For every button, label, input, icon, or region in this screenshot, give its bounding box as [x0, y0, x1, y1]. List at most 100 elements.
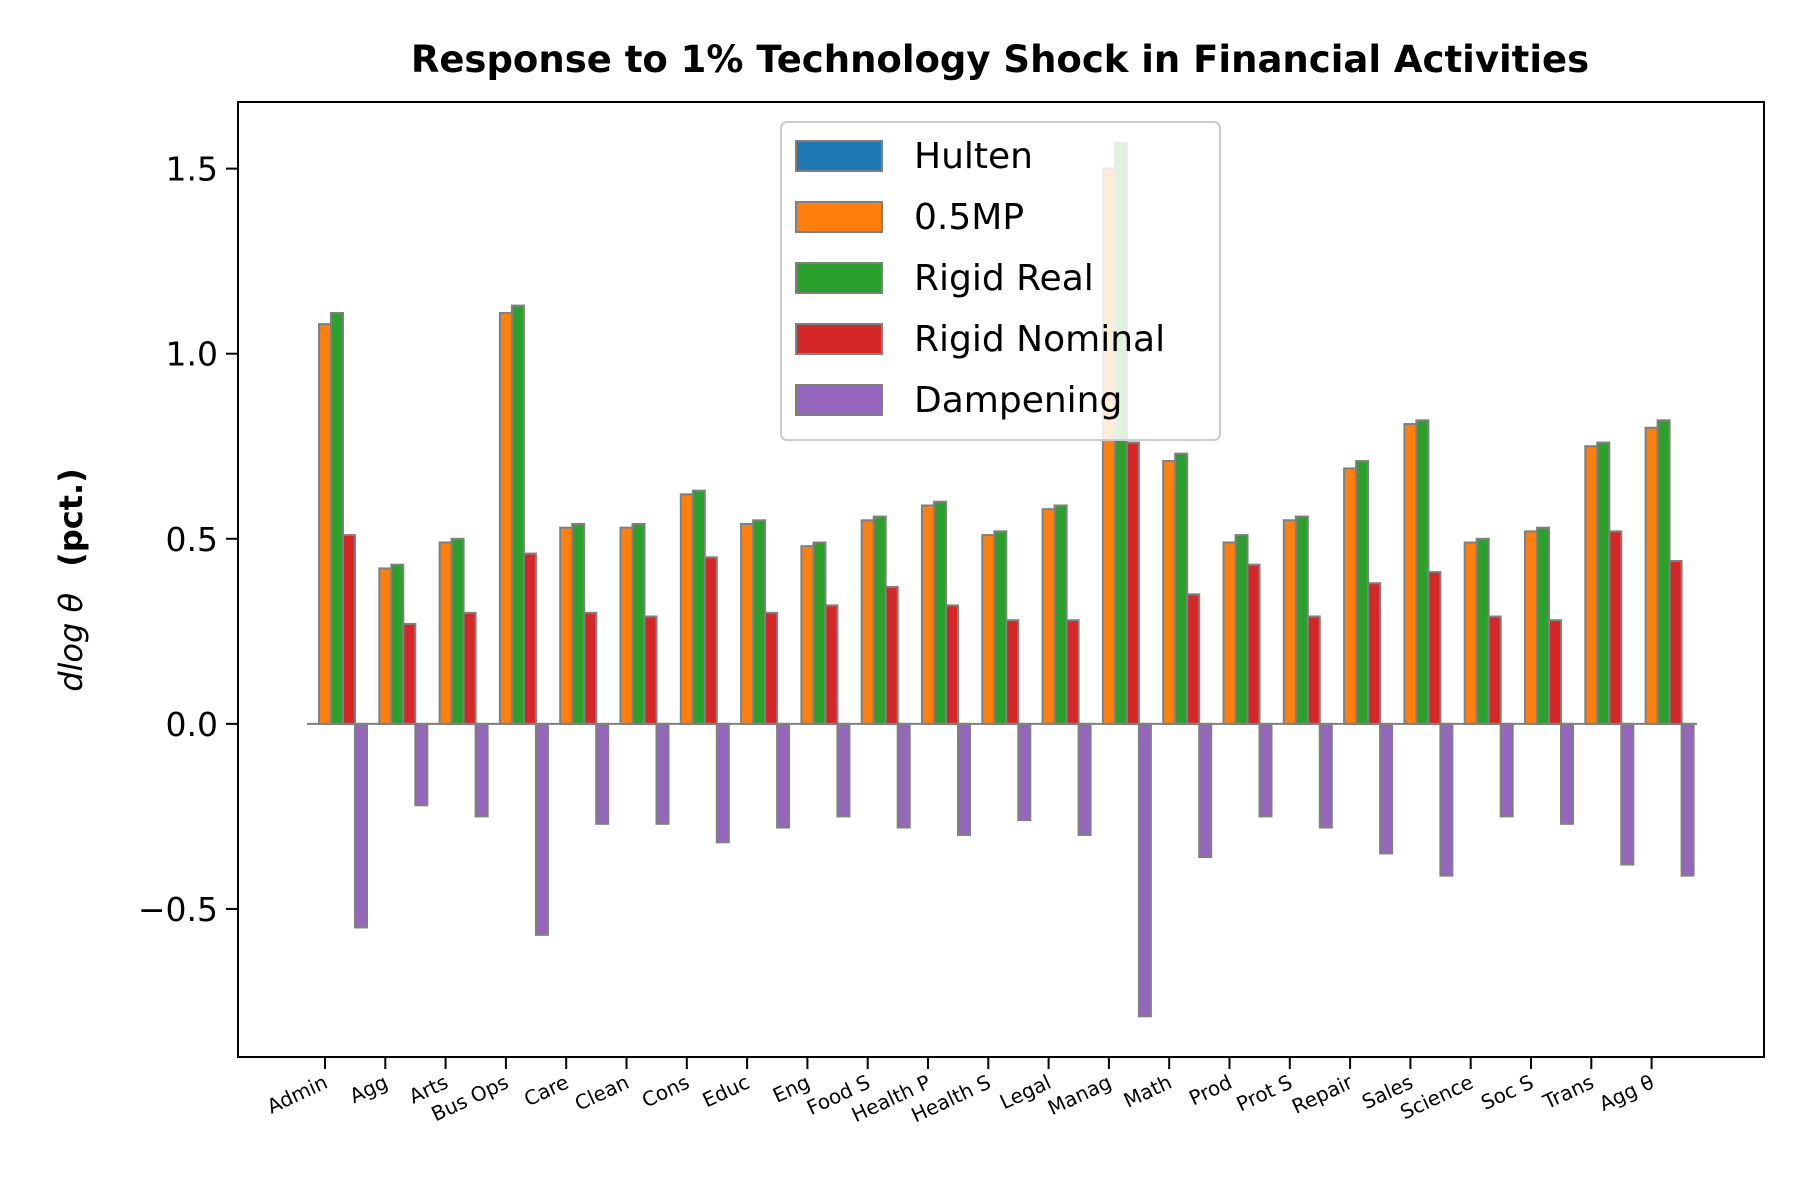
- bar-0-5mp-2: [438, 541, 453, 725]
- bar-0-5mp-10: [921, 504, 935, 725]
- legend-box: [780, 121, 1221, 441]
- bar-rigid-nominal-15: [1246, 563, 1261, 725]
- x-tick-label: Clean: [571, 1070, 633, 1116]
- bar-rigid-real-5: [631, 522, 646, 725]
- bar-dampening-1: [414, 722, 429, 807]
- legend-swatch: [795, 262, 883, 294]
- bar-rigid-nominal-21: [1608, 530, 1623, 725]
- bar-rigid-nominal-16: [1306, 615, 1321, 725]
- y-axis-label-unit: (pct.): [52, 468, 90, 567]
- bar-rigid-nominal-6: [703, 556, 718, 725]
- bar-0-5mp-21: [1584, 445, 1599, 725]
- bar-0-5mp-12: [1041, 508, 1056, 725]
- y-tick-label: 0.0: [166, 705, 218, 744]
- x-tick-label: Educ: [699, 1070, 754, 1112]
- bar-dampening-4: [595, 722, 610, 825]
- plot-frame: [237, 101, 1765, 1058]
- x-tick-label: Soc S: [1477, 1070, 1537, 1115]
- bar-0-5mp-18: [1403, 423, 1418, 725]
- bar-rigid-real-22: [1656, 419, 1671, 725]
- bar-rigid-nominal-22: [1668, 559, 1683, 725]
- bar-rigid-real-21: [1596, 441, 1611, 725]
- bar-rigid-real-12: [1053, 504, 1068, 725]
- bar-dampening-21: [1620, 722, 1635, 866]
- bar-0-5mp-4: [559, 526, 574, 725]
- bar-dampening-11: [1017, 722, 1032, 822]
- y-tick-label: −0.5: [138, 890, 218, 929]
- bar-dampening-13: [1137, 722, 1152, 1018]
- x-tick-label: Agg θ: [1595, 1070, 1657, 1116]
- bar-rigid-nominal-9: [884, 585, 899, 725]
- legend-swatch: [795, 384, 883, 416]
- bar-dampening-6: [715, 722, 730, 844]
- bar-dampening-16: [1318, 722, 1333, 829]
- bar-rigid-nominal-8: [824, 604, 839, 725]
- y-axis: −0.5 0.0 0.5 1.0 1.5: [138, 150, 238, 929]
- bar-rigid-nominal-13: [1125, 441, 1140, 725]
- bar-rigid-real-2: [450, 537, 465, 725]
- bar-rigid-nominal-7: [764, 611, 779, 725]
- legend: Hulten 0.5MP Rigid Real Rigid Nominal Dampen…: [780, 121, 1221, 441]
- bar-rigid-nominal-1: [402, 622, 417, 725]
- bar-rigid-real-6: [691, 489, 706, 725]
- chart-title: Response to 1% Technology Shock in Finan…: [411, 38, 1589, 81]
- legend-swatch: [795, 201, 883, 233]
- bar-rigid-real-9: [872, 515, 887, 725]
- bar-rigid-real-0: [330, 311, 344, 725]
- bar-rigid-nominal-10: [945, 604, 959, 725]
- bar-dampening-8: [836, 722, 851, 818]
- y-tick-label: 1.0: [166, 335, 218, 374]
- bar-rigid-real-10: [933, 500, 947, 725]
- bar-rigid-real-11: [993, 530, 1008, 725]
- bar-rigid-nominal-11: [1005, 619, 1020, 725]
- y-tick-label: 0.5: [166, 520, 218, 559]
- bar-dampening-9: [896, 722, 911, 829]
- bar-dampening-15: [1258, 722, 1273, 818]
- x-tick-label: Prot S: [1233, 1070, 1296, 1117]
- bar-dampening-19: [1499, 722, 1514, 818]
- bar-dampening-14: [1198, 722, 1213, 859]
- bar-0-5mp-6: [679, 493, 694, 725]
- bar-rigid-real-18: [1415, 419, 1430, 725]
- bar-rigid-real-3: [510, 304, 525, 725]
- x-tick-label: Math: [1120, 1070, 1175, 1113]
- bar-dampening-3: [534, 722, 549, 936]
- x-tick-label: Manag: [1044, 1070, 1115, 1120]
- bar-dampening-5: [655, 722, 670, 825]
- bar-0-5mp-1: [378, 567, 393, 725]
- x-tick-label: Admin: [263, 1070, 331, 1119]
- bar-dampening-20: [1560, 722, 1574, 825]
- bar-0-5mp-11: [981, 534, 996, 725]
- bar-0-5mp-20: [1524, 530, 1538, 725]
- legend-label: Rigid Real: [914, 258, 1094, 299]
- bar-0-5mp-7: [740, 522, 755, 725]
- bar-dampening-7: [776, 722, 791, 829]
- bar-rigid-real-8: [812, 541, 827, 725]
- bar-0-5mp-17: [1343, 467, 1358, 725]
- bar-rigid-real-4: [571, 522, 586, 725]
- x-tick-label: Cons: [638, 1070, 693, 1113]
- bar-0-5mp-22: [1644, 426, 1659, 725]
- bar-0-5mp-0: [318, 323, 332, 725]
- bar-dampening-12: [1077, 722, 1092, 836]
- bar-dampening-0: [354, 722, 368, 929]
- bar-0-5mp-19: [1463, 541, 1478, 725]
- bar-rigid-real-15: [1234, 534, 1249, 725]
- legend-label: 0.5MP: [914, 197, 1024, 238]
- bar-0-5mp-5: [619, 526, 634, 725]
- bar-rigid-real-19: [1475, 537, 1490, 725]
- bar-dampening-17: [1379, 722, 1394, 855]
- bar-rigid-nominal-2: [462, 611, 477, 725]
- legend-label: Hulten: [914, 136, 1033, 177]
- bar-rigid-nominal-20: [1548, 619, 1562, 725]
- bar-rigid-real-20: [1536, 526, 1550, 725]
- legend-label: Dampening: [914, 380, 1122, 421]
- bar-0-5mp-3: [498, 311, 513, 725]
- x-tick-label: Trans: [1538, 1070, 1597, 1115]
- legend-swatch: [795, 140, 883, 172]
- bar-rigid-nominal-5: [643, 615, 658, 725]
- x-tick-label: Legal: [996, 1070, 1055, 1114]
- x-tick-label: Care: [520, 1070, 572, 1111]
